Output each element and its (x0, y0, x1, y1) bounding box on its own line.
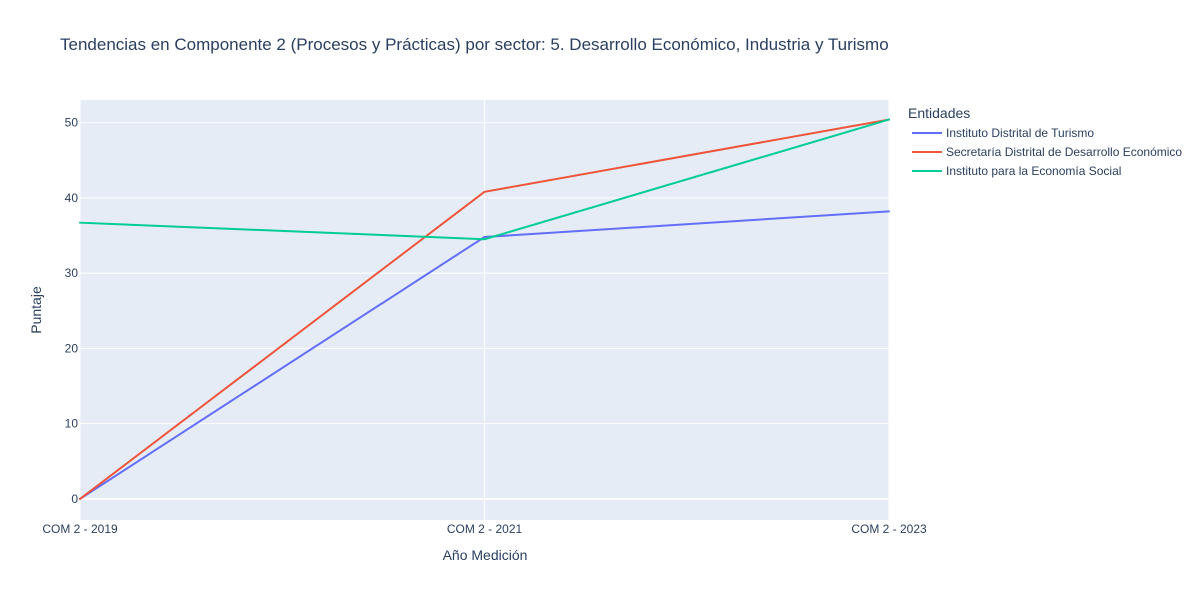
x-tick-label: COM 2 - 2021 (447, 522, 523, 536)
x-axis-ticks: COM 2 - 2019 COM 2 - 2021 COM 2 - 2023 (42, 522, 927, 536)
legend-item[interactable]: Instituto para la Economía Social (912, 164, 1121, 178)
legend: Entidades Instituto Distrital de Turismo… (908, 105, 1182, 178)
x-tick-label: COM 2 - 2019 (42, 522, 118, 536)
grid-lines (79, 100, 890, 520)
y-tick-label: 20 (65, 341, 79, 355)
y-axis-ticks: 0 10 20 30 40 50 (65, 116, 79, 506)
y-tick-label: 0 (71, 492, 78, 506)
series-lines (79, 118, 890, 500)
legend-item[interactable]: Instituto Distrital de Turismo (912, 126, 1094, 140)
y-tick-label: 50 (65, 116, 79, 130)
series-line-2 (79, 118, 890, 500)
legend-label: Instituto para la Economía Social (946, 164, 1121, 178)
x-tick-label: COM 2 - 2023 (851, 522, 927, 536)
series-line-1 (79, 210, 890, 500)
y-tick-label: 10 (65, 417, 79, 431)
y-tick-label: 30 (65, 266, 79, 280)
legend-label: Instituto Distrital de Turismo (946, 126, 1094, 140)
legend-title: Entidades (908, 105, 970, 121)
legend-label: Secretaría Distrital de Desarrollo Econó… (946, 145, 1182, 159)
legend-item[interactable]: Secretaría Distrital de Desarrollo Econó… (912, 145, 1182, 159)
series-line-3 (79, 118, 890, 241)
y-tick-label: 40 (65, 191, 79, 205)
x-axis-label: Año Medición (443, 547, 528, 563)
chart-title: Tendencias en Componente 2 (Procesos y P… (60, 35, 889, 54)
y-axis-label: Puntaje (28, 286, 44, 334)
